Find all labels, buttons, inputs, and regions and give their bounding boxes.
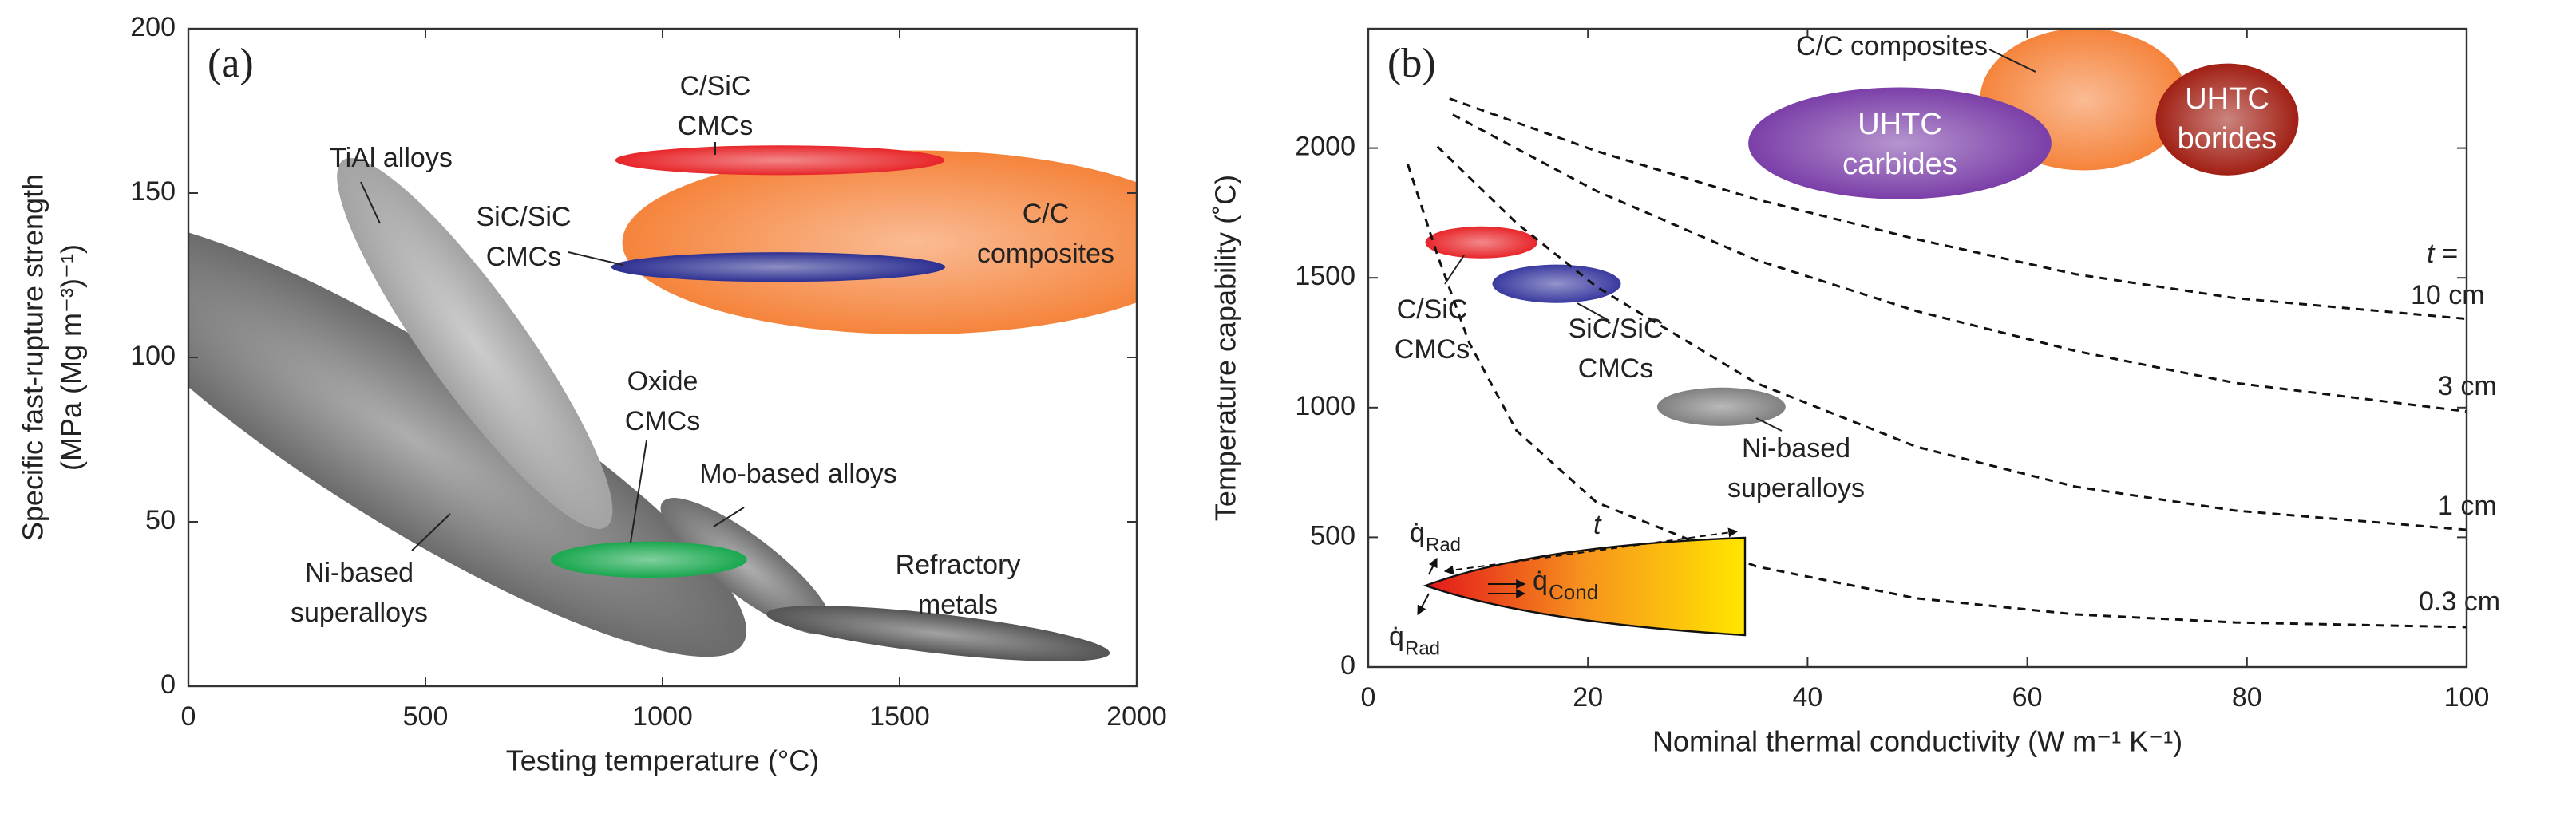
region-label: CMCs [486,242,561,272]
curve [1436,145,2467,531]
region-label: CMCs [678,111,753,141]
rad-subscript: Rad [1405,638,1440,659]
x-axis-label: Testing temperature (°C) [506,744,820,777]
region-label: Oxide [627,366,698,397]
x-tick-label: 40 [1792,682,1822,712]
x-tick-label: 0 [1361,682,1376,712]
curve [1449,97,2467,321]
leader-line [1988,49,2036,73]
region-label: superalloys [1727,473,1865,503]
region [337,157,613,529]
leader-line [568,251,623,266]
x-tick-label: 100 [2444,682,2490,712]
region-label: CMCs [625,406,700,436]
y-tick-label: 50 [145,505,176,535]
x-tick-label: 80 [2232,682,2262,712]
axes-frame [1367,27,2468,669]
curve-prefix: t = [2427,239,2458,269]
region-label: C/C [1023,199,1070,229]
leader-line [1755,417,1783,432]
x-tick-label: 0 [181,701,196,732]
x-tick-label: 2000 [1106,701,1167,732]
region-label: CMCs [1578,353,1653,384]
region [766,606,1110,661]
region [611,252,946,282]
panel: Ni-based superalloys TiAl alloys Mo-based a… [17,12,1167,777]
thickness-label: t [1593,510,1602,540]
thickness-arrow [1443,527,1739,575]
region [1425,226,1537,259]
region [1656,387,1786,426]
region [1492,264,1621,303]
x-tick-label: 1000 [632,701,693,732]
flux-symbol: q̇ [1410,518,1425,548]
region-label: SiC/SiC [476,202,571,232]
x-tick-label: 20 [1573,682,1603,712]
y-tick-label: 2000 [1295,132,1355,162]
y-tick-label: 500 [1310,520,1355,551]
region-label: SiC/SiC [1568,314,1663,344]
curve-label: 0.3 cm [2419,586,2500,617]
panel: 10 cm3 cm1 cm0.3 cmt =C/SiCCMCsSiC/SiCCM… [1209,27,2500,758]
y-axis-label: Temperature capability (˚C) [1209,175,1242,521]
region-label: C/C composites [1796,31,1988,61]
curve-label: 10 cm [2411,280,2485,310]
y-tick-label: 0 [1340,650,1355,681]
flux-symbol: q̇ [1389,622,1404,652]
x-tick-label: 60 [2012,682,2043,712]
y-tick-label: 1500 [1295,261,1355,291]
panel-label: (a) [208,41,254,86]
region-label: CMCs [1395,334,1470,365]
region-label: TiAl alloys [330,143,453,173]
leader-line [1444,255,1465,285]
region [622,150,1137,335]
rad-arrow [1428,557,1438,575]
y-tick-label: 150 [130,176,176,207]
y-tick-label: 1000 [1295,391,1355,421]
region-label: superalloys [291,598,428,628]
region [2155,63,2299,176]
flux-symbol: q̇ [1533,566,1548,596]
y-tick-label: 200 [130,12,176,42]
region-label: UHTC [1858,108,1942,141]
x-tick-label: 500 [403,701,449,732]
leader-line [713,507,745,527]
curve [1452,113,2467,413]
leader-line [411,513,451,551]
inset-diagram: q̇ Rad q̇ Rad q̇ Cond t [1389,510,1747,659]
region-label: composites [977,239,1114,269]
region-label: UHTC [2185,82,2269,116]
region-label: Refractory [896,550,1021,580]
panel-label: (b) [1387,41,1436,86]
leader-line [360,181,381,224]
rad-arrow [1417,593,1430,616]
leader-line [630,440,647,543]
plot-area [188,145,1137,661]
region-label: Mo-based alloys [699,459,897,489]
x-axis-label: Nominal thermal conductivity (W m⁻¹ K⁻¹) [1652,725,2182,758]
rad-subscript: Rad [1426,534,1461,555]
cond-subscript: Cond [1549,580,1598,604]
region-label: borides [2178,122,2277,156]
region [1748,87,2052,199]
region-label: Ni-based [305,558,414,588]
region-label: C/SiC [680,71,751,101]
region-label: carbides [1842,148,1957,181]
region-label: Ni-based [1742,433,1850,464]
y-tick-label: 100 [130,341,176,371]
region [615,145,945,176]
y-axis-label: Specific fast-rupture strength [17,174,49,541]
x-tick-label: 1500 [869,701,930,732]
plot-area [1425,29,2299,426]
region [660,498,833,635]
region [550,541,747,578]
region-label: C/SiC [1397,294,1468,325]
y-axis-label: (MPa (Mg m⁻³)⁻¹) [55,244,88,471]
leader-line [1577,302,1610,322]
y-tick-label: 0 [160,669,176,700]
region-label: metals [918,590,998,620]
